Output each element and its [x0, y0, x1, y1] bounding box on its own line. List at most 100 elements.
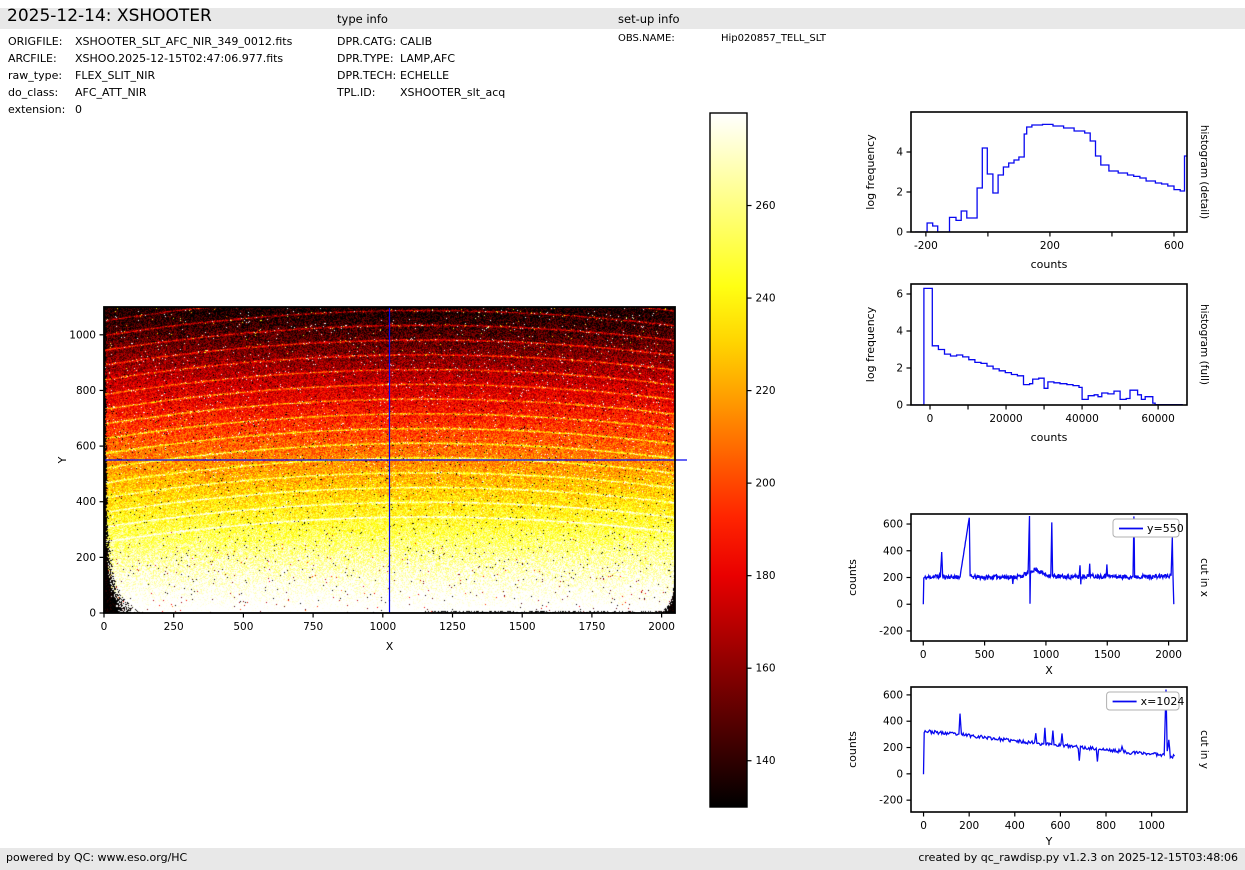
meta-value: XSHOOTER_SLT_AFC_NIR_349_0012.fits — [75, 35, 293, 48]
svg-text:0: 0 — [89, 608, 96, 620]
svg-text:1500: 1500 — [1094, 649, 1121, 661]
svg-text:200: 200 — [1040, 240, 1060, 252]
svg-text:0: 0 — [920, 820, 927, 832]
svg-text:-200: -200 — [914, 240, 938, 252]
axes-frame — [910, 686, 1188, 813]
meta-value: AFC_ATT_NIR — [75, 86, 147, 99]
plot-right-label: histogram (detail) — [1198, 125, 1210, 219]
meta-label: DPR.CATG: — [337, 35, 397, 48]
legend: x=1024 — [1106, 691, 1184, 711]
svg-text:200: 200 — [756, 478, 776, 490]
meta-value: CALIB — [400, 35, 433, 48]
svg-text:6: 6 — [896, 288, 903, 300]
axis-ticks: -200 200 600 0 2 4 — [896, 147, 1184, 253]
svg-text:180: 180 — [756, 570, 776, 582]
meta-label: raw_type: — [8, 69, 63, 82]
svg-text:260: 260 — [756, 200, 776, 212]
series-line — [911, 287, 1183, 405]
footer-credit-qc: powered by QC: www.eso.org/HC — [6, 851, 188, 864]
svg-text:1000: 1000 — [1033, 649, 1060, 661]
svg-text:200: 200 — [959, 820, 979, 832]
type-info-heading: type info — [337, 12, 388, 26]
x-axis-label: Y — [1045, 835, 1053, 848]
x-axis-label: counts — [1031, 258, 1068, 271]
setup-info-heading: set-up info — [618, 12, 680, 26]
svg-text:1750: 1750 — [579, 621, 606, 633]
svg-text:240: 240 — [756, 293, 776, 305]
svg-text:4: 4 — [896, 325, 903, 337]
meta-value: Hip020857_TELL_SLT — [721, 33, 827, 44]
plot-right-label: cut in x — [1198, 558, 1210, 597]
y-axis-label: counts — [846, 559, 859, 596]
meta-label: ARCFILE: — [8, 52, 57, 65]
meta-value: XSHOO.2025-12-15T02:47:06.977.fits — [75, 52, 284, 65]
axis-ticks: 0 20000 40000 60000 0 2 4 6 — [896, 288, 1174, 425]
meta-value: XSHOOTER_slt_acq — [400, 86, 506, 99]
meta-value: 0 — [75, 103, 82, 116]
meta-label: extension: — [8, 103, 66, 116]
svg-text:200: 200 — [76, 552, 96, 564]
svg-text:-200: -200 — [879, 625, 903, 637]
svg-text:400: 400 — [883, 716, 903, 728]
svg-text:500: 500 — [233, 621, 253, 633]
svg-text:750: 750 — [303, 621, 323, 633]
plot-hist_detail: -200 200 600 0 2 4 counts log frequency histogra… — [864, 111, 1210, 271]
y-axis-label: counts — [846, 731, 859, 768]
series-line — [922, 689, 1176, 775]
svg-text:400: 400 — [76, 496, 96, 508]
svg-text:250: 250 — [164, 621, 184, 633]
legend: y=550 — [1112, 518, 1184, 538]
axes-frame — [910, 111, 1188, 233]
svg-text:2000: 2000 — [1155, 649, 1182, 661]
header-bar — [0, 8, 1245, 29]
page-title: 2025-12-14: XSHOOTER — [7, 6, 212, 26]
svg-text:600: 600 — [76, 441, 96, 453]
x-axis-label: X — [1045, 664, 1053, 677]
plot-right-label: cut in y — [1198, 730, 1210, 769]
meta-value: LAMP,AFC — [400, 52, 456, 65]
series-line — [915, 123, 1187, 232]
svg-text:1250: 1250 — [439, 621, 466, 633]
svg-text:1000: 1000 — [369, 621, 396, 633]
svg-text:-200: -200 — [879, 795, 903, 807]
footer-bar — [0, 848, 1245, 870]
legend-label: y=550 — [1147, 522, 1184, 535]
svg-text:160: 160 — [756, 663, 776, 675]
svg-text:0: 0 — [896, 400, 903, 412]
svg-text:400: 400 — [1005, 820, 1025, 832]
y-axis-label: Y — [56, 456, 69, 464]
svg-text:800: 800 — [1096, 820, 1116, 832]
svg-text:600: 600 — [883, 519, 903, 531]
svg-text:0: 0 — [101, 621, 108, 633]
meta-label: DPR.TECH: — [337, 69, 397, 82]
svg-text:20000: 20000 — [989, 413, 1022, 425]
svg-text:0: 0 — [896, 599, 903, 611]
svg-text:40000: 40000 — [1065, 413, 1098, 425]
svg-text:500: 500 — [975, 649, 995, 661]
meta-label: ORIGFILE: — [8, 35, 63, 48]
footer-created-by: created by qc_rawdisp.py v1.2.3 on 2025-… — [918, 851, 1238, 864]
svg-text:0: 0 — [896, 768, 903, 780]
x-axis-label: counts — [1031, 431, 1068, 444]
meta-value: FLEX_SLIT_NIR — [75, 69, 156, 82]
axes-frame — [910, 283, 1188, 406]
svg-text:2: 2 — [896, 187, 903, 199]
plot-hist_full: 0 20000 40000 60000 0 2 4 6 counts log frequency h… — [864, 283, 1210, 444]
meta-label: TPL.ID: — [337, 86, 376, 99]
plot-right-label: histogram (full) — [1198, 304, 1210, 385]
meta-value: ECHELLE — [400, 69, 450, 82]
x-axis-label: X — [386, 640, 394, 653]
meta-label: OBS.NAME: — [618, 33, 675, 44]
meta-label: do_class: — [8, 86, 59, 99]
svg-text:200: 200 — [883, 742, 903, 754]
y-axis-label: log frequency — [864, 134, 877, 210]
detector-image — [104, 307, 675, 613]
meta-label: DPR.TYPE: — [337, 52, 394, 65]
svg-text:600: 600 — [1164, 240, 1184, 252]
svg-text:140: 140 — [756, 755, 776, 767]
svg-text:800: 800 — [76, 385, 96, 397]
svg-text:1000: 1000 — [69, 329, 96, 341]
y-axis-label: log frequency — [864, 306, 877, 382]
